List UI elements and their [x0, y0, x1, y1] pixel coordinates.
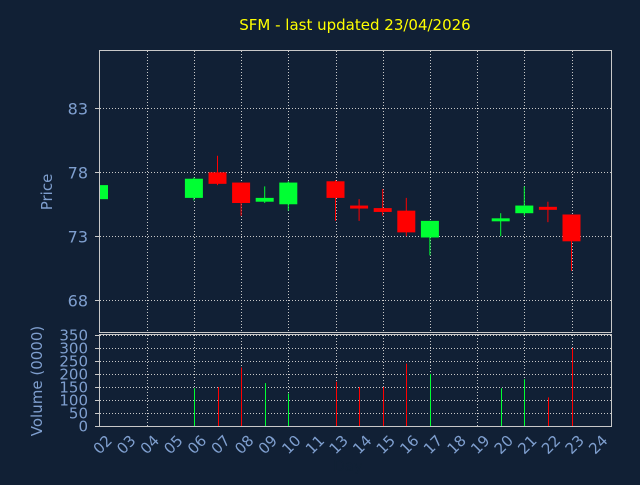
chart-title: SFM - last updated 23/04/2026	[239, 16, 470, 34]
candle-20	[491, 213, 510, 237]
candle-23	[562, 214, 581, 271]
candle-body	[515, 205, 534, 214]
candle-21	[515, 186, 534, 216]
candle-13	[326, 180, 345, 221]
candle-06	[184, 177, 203, 201]
candle-10	[279, 181, 298, 211]
x-axis-label: Day	[333, 457, 363, 475]
candle-08	[232, 182, 251, 216]
price-grid	[95, 51, 611, 332]
candle-body	[397, 210, 416, 233]
candle-body	[420, 220, 439, 238]
volume-tick-label: 300	[59, 340, 88, 358]
candle-body	[562, 214, 581, 242]
candle-body	[538, 206, 557, 210]
price-tick-labels: 68 73 78 83	[68, 100, 88, 311]
candle-body	[100, 185, 108, 200]
candles-layer	[99, 155, 581, 271]
candle-body	[208, 172, 227, 184]
candle-body	[326, 181, 345, 198]
candle-body	[491, 218, 510, 222]
candle-16	[397, 197, 416, 237]
volume-tick-label: 0	[78, 418, 88, 436]
volume-layer	[194, 348, 573, 426]
price-plot-frame	[99, 50, 612, 333]
candle-body	[279, 182, 298, 205]
candle-15	[373, 188, 392, 216]
volume-plot-frame	[99, 334, 612, 427]
candle-body	[373, 208, 392, 212]
candle-body	[255, 197, 274, 202]
volume-tick-label: 150	[59, 379, 88, 397]
volume-axis-label: Volume (0000)	[28, 326, 46, 436]
price-axis-label: Price	[38, 174, 56, 211]
volume-tick-label: 100	[59, 392, 88, 410]
price-tick-label: 78	[68, 164, 88, 183]
candle-22	[538, 201, 557, 223]
volume-tick-label: 250	[59, 353, 88, 371]
price-tick-label: 68	[68, 292, 88, 311]
volume-tick-label: 200	[59, 366, 88, 384]
candle-body	[184, 178, 203, 198]
candle-07	[208, 155, 227, 186]
volume-tick-label: 350	[59, 327, 88, 345]
candle-09	[255, 186, 274, 203]
price-tick-label: 73	[68, 228, 88, 247]
candle-14	[350, 199, 369, 221]
candle-body	[232, 182, 251, 203]
price-tick-label: 83	[68, 100, 88, 119]
candle-17	[420, 220, 439, 256]
candle-body	[350, 205, 369, 209]
volume-tick-label: 50	[69, 405, 88, 423]
